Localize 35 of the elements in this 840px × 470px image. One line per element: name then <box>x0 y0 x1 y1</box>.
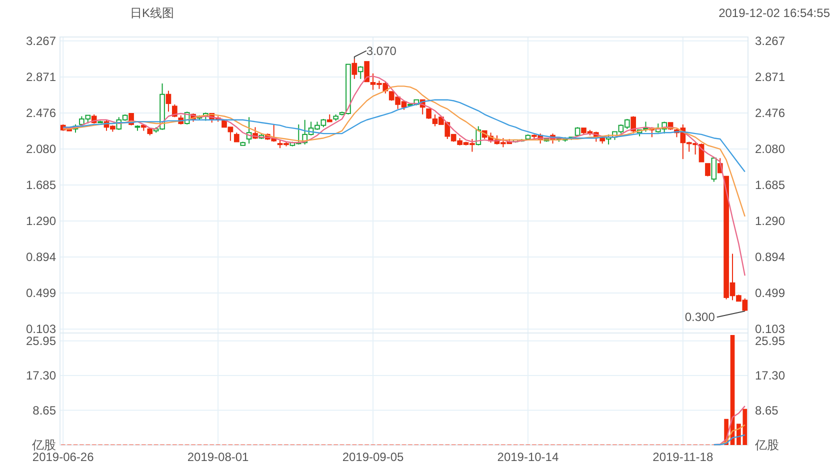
x-tick: 2019-09-05 <box>342 450 404 464</box>
y2-tick: 2.871 <box>755 70 786 84</box>
y2-tick: 17.30 <box>755 368 786 383</box>
y-tick: 0.103 <box>26 322 56 336</box>
y-tick: 0.499 <box>26 286 56 300</box>
y-tick: 25.95 <box>26 334 56 348</box>
y2-tick: 2.080 <box>755 142 786 156</box>
y2-tick: 1.290 <box>755 214 786 228</box>
y-tick: 2.476 <box>26 106 56 120</box>
y2-tick: 1.685 <box>755 178 786 192</box>
y-tick: 2.871 <box>26 70 56 84</box>
y-tick: 1.290 <box>26 214 56 228</box>
annotation: 3.070 <box>366 44 396 58</box>
y-tick: 17.30 <box>26 368 56 383</box>
y2-tick: 0.894 <box>755 250 786 264</box>
y2-tick: 0.103 <box>755 322 786 336</box>
y2-tick: 3.267 <box>755 34 786 48</box>
y-tick: 亿股 <box>32 438 56 452</box>
y-tick: 0.894 <box>26 250 56 264</box>
annotation: 0.300 <box>684 310 715 324</box>
y2-tick: 2.476 <box>755 106 786 120</box>
y-tick: 1.685 <box>26 178 56 192</box>
y2-tick: 0.499 <box>755 286 786 300</box>
title: 日K线图 <box>130 6 174 20</box>
x-tick: 2019-08-01 <box>187 450 249 464</box>
y2-tick: 8.65 <box>755 403 778 418</box>
y-tick: 3.267 <box>26 34 56 48</box>
y2-tick: 亿股 <box>755 438 779 452</box>
subtitle: 2019-12-02 16:54:55 <box>718 6 830 20</box>
y-tick: 8.65 <box>32 403 56 418</box>
y-tick: 2.080 <box>26 142 56 156</box>
x-tick: 2019-11-18 <box>652 450 714 464</box>
y2-tick: 25.95 <box>755 334 786 348</box>
x-tick: 2019-10-14 <box>497 450 559 464</box>
x-tick: 2019-06-26 <box>32 450 94 464</box>
